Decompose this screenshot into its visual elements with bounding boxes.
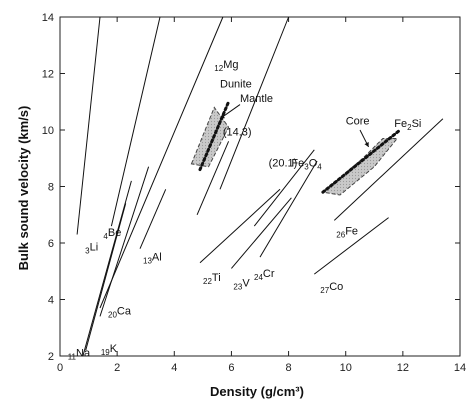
series-line-11 — [253, 149, 315, 227]
label-mg: 12Mg — [214, 59, 238, 73]
y-tick-label: 14 — [42, 12, 54, 24]
element-lines — [76, 16, 444, 357]
x-tick-label: 4 — [171, 362, 177, 374]
series-line-cr — [259, 160, 318, 258]
annotation-core: Core — [346, 115, 370, 127]
label-co: 27Co — [320, 281, 343, 295]
series-line-mg — [99, 16, 224, 309]
series-line-al — [139, 189, 167, 249]
dotted-lines — [198, 100, 402, 194]
series-line-na — [85, 203, 127, 351]
annotation-mantle: Mantle — [240, 93, 273, 105]
label-al: 13Al — [143, 252, 162, 266]
annotation-fe3o4: Fe3O4 — [291, 158, 322, 172]
series-line-ca — [99, 166, 150, 317]
label-k: 19K — [101, 343, 118, 357]
y-tick-label: 8 — [48, 182, 54, 194]
label-v: 23V — [233, 277, 250, 291]
series-line-v — [231, 197, 292, 269]
label-ti: 22Ti — [203, 272, 221, 286]
y-tick-label: 6 — [48, 238, 54, 250]
x-tick-label: 14 — [454, 362, 466, 374]
core-arrow-head — [364, 141, 369, 147]
x-tick-label: 6 — [228, 362, 234, 374]
label-na: 11Na — [68, 347, 91, 361]
series-line-li — [76, 16, 101, 235]
x-axis-ticks: 0 2 4 6 8 10 12 14 — [57, 17, 466, 374]
label-li: 3Li — [85, 242, 98, 256]
series-line-fe — [333, 118, 444, 221]
mantle-arrow-head — [220, 114, 225, 119]
label-fe: 26Fe — [336, 225, 358, 239]
annotation-dunite: Dunite — [220, 79, 252, 91]
x-tick-label: 2 — [114, 362, 120, 374]
label-be: 4Be — [103, 227, 121, 241]
series-line-8 — [219, 16, 290, 190]
x-tick-label: 12 — [397, 362, 409, 374]
label-ca: 20Ca — [108, 305, 132, 319]
x-tick-label: 8 — [286, 362, 292, 374]
y-tick-label: 2 — [48, 351, 54, 363]
dotted-line-dunite — [198, 100, 231, 172]
series-line-7 — [196, 141, 230, 215]
series-line-co — [313, 217, 389, 275]
y-tick-label: 4 — [48, 295, 54, 307]
element-labels: 3Li 4Be 11Na 19K 20Ca 12Mg 13Al 22Ti 23V 24Cr 26Fe… — [68, 59, 358, 362]
core-region — [321, 137, 399, 196]
y-axis-ticks: 2 4 6 8 10 12 14 — [42, 12, 460, 363]
x-tick-label: 0 — [57, 362, 63, 374]
series-line-ti — [199, 188, 281, 264]
x-tick-label: 10 — [340, 362, 352, 374]
label-cr: 24Cr — [254, 268, 275, 282]
dotted-line-fe2si — [321, 128, 402, 194]
annotation--14-3-: (14.3) — [223, 127, 252, 139]
y-tick-label: 10 — [42, 125, 54, 137]
annotation--20-1-: (20.1) — [269, 158, 298, 170]
x-axis-title: Density (g/cm³) — [210, 384, 304, 399]
y-tick-label: 12 — [42, 69, 54, 81]
y-axis-title: Bulk sound velocity (km/s) — [16, 106, 31, 271]
series-line-k — [82, 180, 132, 357]
annotation-fe2si: Fe2Si — [394, 118, 421, 132]
series-line-be — [110, 16, 161, 227]
annotations: Dunite Mantle (14.3) (20.1)Fe3O4 Core Fe2Si — [219, 79, 421, 172]
